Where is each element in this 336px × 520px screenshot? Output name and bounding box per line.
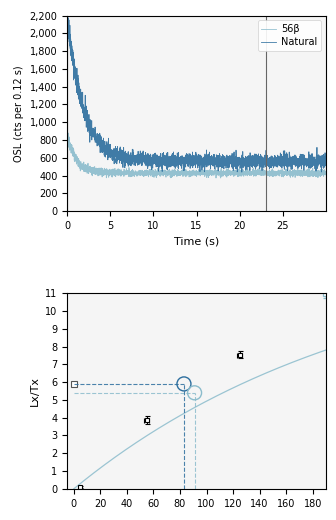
- Natural: [319, 156, 323, 162]
- Natural: [176, 159, 180, 165]
- Legend: 56β, Natural: 56β, Natural: [258, 20, 321, 51]
- Natural: [240, 169, 244, 175]
- Line: Natural: Natural: [67, 6, 326, 172]
- 56β: [110, 174, 114, 180]
- 56β: [219, 175, 223, 181]
- Line: 56β: 56β: [67, 128, 326, 178]
- 56β: [324, 172, 328, 178]
- Natural: [65, 8, 69, 14]
- X-axis label: Time (s): Time (s): [174, 237, 219, 246]
- Natural: [291, 153, 295, 159]
- Natural: [110, 148, 114, 154]
- 56β: [65, 135, 69, 141]
- Y-axis label: OSL (cts per 0.12 s): OSL (cts per 0.12 s): [14, 65, 24, 162]
- 56β: [319, 170, 323, 176]
- 56β: [66, 125, 70, 132]
- 56β: [291, 170, 295, 176]
- Y-axis label: Lx/Tx: Lx/Tx: [30, 376, 40, 406]
- 56β: [176, 172, 180, 178]
- Natural: [95, 138, 99, 145]
- 56β: [165, 168, 169, 174]
- Natural: [66, 3, 70, 9]
- Natural: [324, 159, 328, 165]
- Natural: [165, 166, 169, 172]
- 56β: [95, 166, 99, 172]
